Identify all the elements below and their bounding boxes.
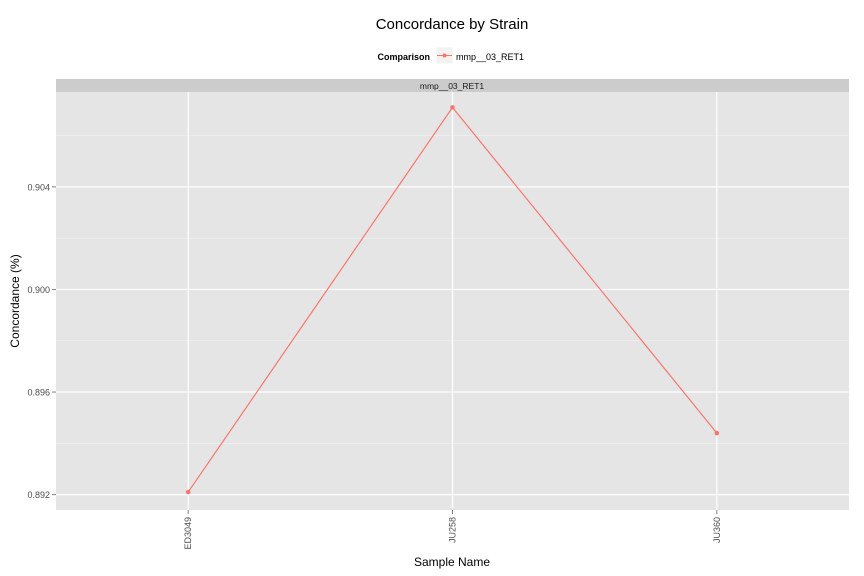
legend-key-point xyxy=(442,53,447,58)
y-axis: 0.892 0.896 0.900 0.904 xyxy=(27,182,56,500)
x-tick-label: JU360 xyxy=(712,517,722,543)
data-point xyxy=(450,105,455,110)
major-gridlines xyxy=(56,92,849,510)
facet-strip xyxy=(56,79,849,92)
x-tick-label: JU258 xyxy=(448,517,458,543)
chart-title: Concordance by Strain xyxy=(376,16,529,33)
y-tick-label: 0.904 xyxy=(27,182,50,192)
legend-title: Comparison xyxy=(377,52,430,62)
legend-entry-label: mmp__03_RET1 xyxy=(456,52,524,62)
x-axis-title: Sample Name xyxy=(414,555,490,569)
x-axis: ED3049 JU258 JU360 xyxy=(183,510,722,550)
y-tick-label: 0.900 xyxy=(27,285,50,295)
x-tick-label: ED3049 xyxy=(183,517,193,550)
facet-strip-label: mmp__03_RET1 xyxy=(420,81,485,91)
y-tick-label: 0.892 xyxy=(27,490,50,500)
series-layer xyxy=(185,105,720,495)
data-point xyxy=(714,430,720,436)
y-tick-label: 0.896 xyxy=(27,388,50,398)
data-point xyxy=(185,489,191,495)
legend: Comparison mmp__03_RET1 xyxy=(377,46,524,65)
y-axis-title: Concordance (%) xyxy=(8,254,22,347)
